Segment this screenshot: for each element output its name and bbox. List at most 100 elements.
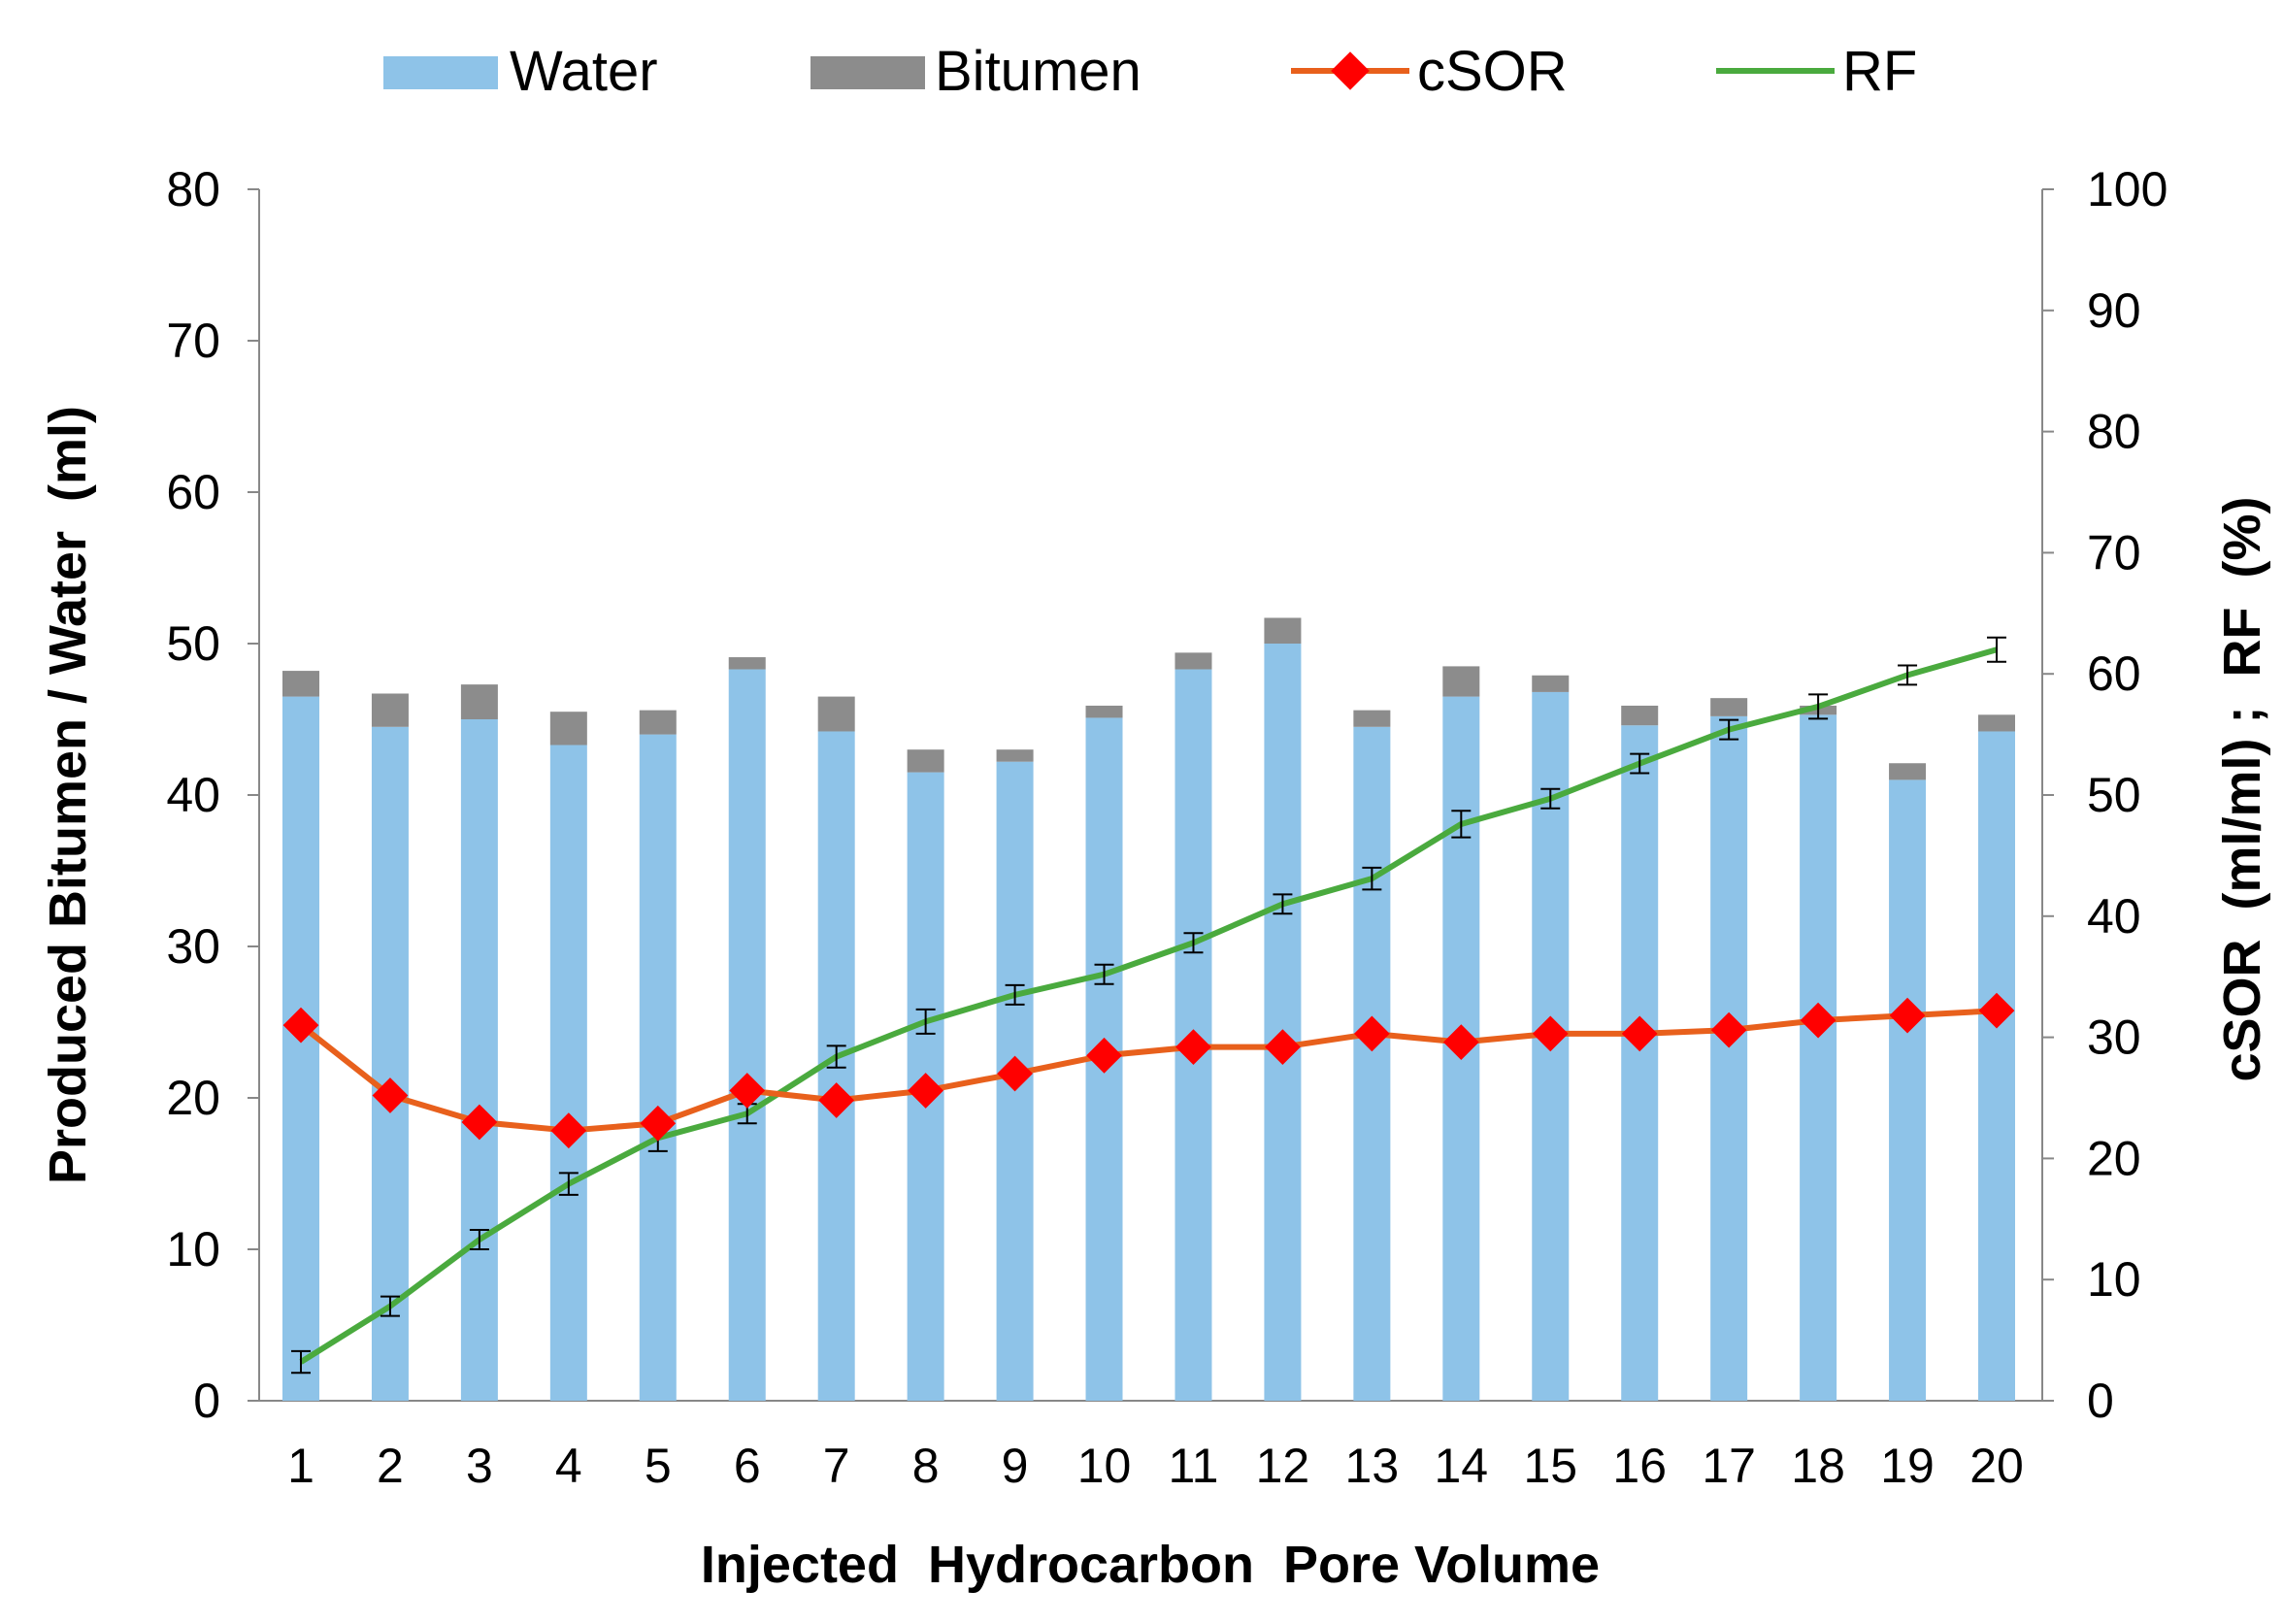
- legend-bitumen-swatch: [811, 56, 925, 89]
- water-bar: [1978, 731, 2015, 1401]
- rf-error-bar: [1273, 893, 1293, 915]
- csor-marker: [550, 1112, 587, 1149]
- y-right-tick-label: 40: [2087, 889, 2141, 944]
- y-left-tick-label: 10: [166, 1222, 220, 1276]
- legend-csor-label: cSOR: [1417, 40, 1568, 103]
- water-bar: [1889, 779, 1927, 1401]
- water-bar: [1264, 644, 1302, 1401]
- legend-bitumen-label: Bitumen: [935, 40, 1142, 103]
- legend-water-label: Water: [510, 40, 658, 103]
- legend-csor-marker: [1331, 51, 1370, 90]
- rf-error-bar: [826, 1044, 846, 1069]
- csor-marker: [818, 1082, 855, 1118]
- legend: Water Bitumen cSOR RF: [383, 40, 1917, 103]
- y-left-tick-label: 20: [166, 1071, 220, 1125]
- csor-marker: [1442, 1024, 1479, 1060]
- rf-error-bar: [1719, 718, 1739, 741]
- water-bar: [728, 669, 766, 1401]
- x-tick-label: 4: [555, 1439, 582, 1493]
- water-bar: [282, 696, 319, 1401]
- x-axis-ticks: 1 2 3 4 5 6 7 8 9 10 11 12 13 14 15 16 17 18 19 20: [287, 1439, 2024, 1493]
- csor-marker: [1265, 1029, 1301, 1065]
- csor-marker: [1978, 992, 2015, 1029]
- y-left-tick-label: 40: [166, 768, 220, 822]
- csor-marker: [461, 1104, 498, 1141]
- bitumen-bar: [1264, 617, 1302, 644]
- x-tick-label: 11: [1169, 1439, 1219, 1493]
- y-axis-right-ticks: 0 10 20 30 40 50 60 70 80 90 100: [2042, 162, 2167, 1428]
- y-right-tick-label: 50: [2087, 768, 2141, 822]
- rf-error-bar: [469, 1229, 489, 1250]
- rf-error-bar: [1540, 787, 1561, 810]
- y-left-tick-label: 0: [193, 1374, 220, 1428]
- csor-marker: [1532, 1015, 1569, 1052]
- y-left-tick-label: 60: [166, 465, 220, 519]
- y-right-tick-label: 70: [2087, 525, 2141, 580]
- rf-error-bar: [1362, 866, 1382, 891]
- bars: [282, 617, 2015, 1401]
- axes: [258, 189, 2043, 1402]
- x-tick-label: 16: [1612, 1439, 1667, 1493]
- y-left-tick-label: 80: [166, 162, 220, 216]
- csor-marker: [1800, 1002, 1836, 1039]
- csor-marker: [1353, 1015, 1390, 1052]
- bitumen-bar: [1085, 705, 1123, 718]
- rf-error-bar: [1808, 693, 1829, 720]
- x-tick-label: 17: [1702, 1439, 1756, 1493]
- y-right-tick-label: 100: [2087, 162, 2167, 216]
- bitumen-bar: [1621, 705, 1659, 726]
- y-right-tick-label: 60: [2087, 646, 2141, 701]
- x-tick-label: 19: [1880, 1439, 1935, 1493]
- legend-rf-label: RF: [1842, 40, 1917, 103]
- rf-error-bar: [1451, 810, 1472, 839]
- csor-marker: [1175, 1029, 1211, 1065]
- y-right-tick-label: 20: [2087, 1131, 2141, 1185]
- x-tick-label: 15: [1523, 1439, 1577, 1493]
- csor-marker: [1086, 1037, 1122, 1074]
- csor-marker: [908, 1073, 944, 1109]
- x-tick-label: 5: [645, 1439, 672, 1493]
- y-right-tick-label: 90: [2087, 283, 2141, 338]
- csor-marker: [997, 1055, 1033, 1092]
- x-tick-label: 13: [1345, 1439, 1400, 1493]
- bitumen-bar: [1710, 698, 1748, 716]
- y-left-tick-label: 30: [166, 919, 220, 974]
- x-tick-label: 18: [1791, 1439, 1845, 1493]
- csor-series: [282, 992, 2015, 1149]
- water-bar: [549, 745, 587, 1401]
- water-bar: [1800, 714, 1837, 1401]
- x-tick-label: 2: [377, 1439, 404, 1493]
- y-right-tick-label: 30: [2087, 1011, 2141, 1065]
- rf-error-bar: [1005, 983, 1025, 1006]
- y-right-tick-label: 0: [2087, 1374, 2114, 1428]
- x-tick-label: 7: [823, 1439, 850, 1493]
- x-tick-label: 9: [1002, 1439, 1029, 1493]
- rf-error-bar: [1898, 664, 1918, 686]
- rf-error-bar: [915, 1008, 936, 1035]
- x-tick-label: 20: [1969, 1439, 2024, 1493]
- y-left-tick-label: 50: [166, 616, 220, 671]
- csor-marker: [1621, 1015, 1658, 1052]
- bitumen-bar: [639, 710, 677, 735]
- bitumen-bar: [1353, 710, 1391, 727]
- water-bar: [639, 734, 677, 1401]
- bitumen-bar: [549, 712, 587, 746]
- x-tick-label: 10: [1077, 1439, 1132, 1493]
- bitumen-bar: [907, 749, 944, 773]
- y-axis-left-title: Produced Bitumen / Water (ml): [39, 406, 97, 1184]
- rf-error-bar: [380, 1295, 400, 1317]
- rf-error-bar: [1183, 932, 1204, 954]
- x-tick-label: 3: [466, 1439, 493, 1493]
- csor-marker: [640, 1105, 677, 1142]
- x-tick-label: 12: [1256, 1439, 1310, 1493]
- water-bar: [1710, 715, 1748, 1401]
- x-tick-label: 14: [1435, 1439, 1489, 1493]
- bitumen-bar: [996, 749, 1034, 762]
- bitumen-bar: [371, 693, 409, 727]
- rf-error-bar: [1630, 752, 1650, 775]
- bitumen-bar: [1978, 714, 2015, 732]
- csor-marker: [1710, 1011, 1747, 1048]
- rf-error-bar: [558, 1172, 579, 1196]
- water-bar: [1353, 726, 1391, 1401]
- bitumen-bar: [1889, 763, 1927, 780]
